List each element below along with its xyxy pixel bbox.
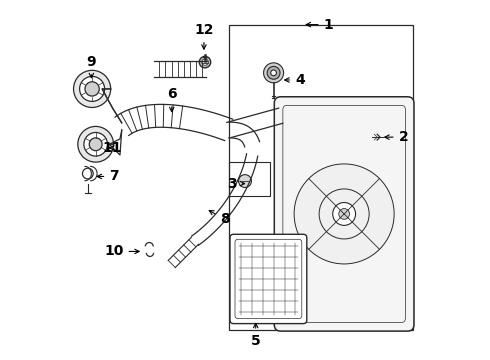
- Text: 7: 7: [97, 170, 119, 184]
- Circle shape: [294, 164, 394, 264]
- Circle shape: [267, 66, 280, 79]
- Text: 4: 4: [285, 73, 305, 87]
- Text: 9: 9: [87, 55, 96, 78]
- Bar: [229, 162, 270, 196]
- Circle shape: [78, 126, 114, 162]
- Circle shape: [74, 70, 111, 108]
- Text: 2: 2: [385, 130, 408, 144]
- Circle shape: [264, 63, 284, 83]
- Text: 8: 8: [209, 211, 230, 226]
- Circle shape: [239, 175, 251, 188]
- Circle shape: [202, 59, 208, 65]
- Circle shape: [82, 168, 93, 179]
- Text: 12: 12: [194, 23, 214, 49]
- Circle shape: [199, 57, 211, 68]
- Circle shape: [339, 208, 349, 219]
- Circle shape: [319, 189, 369, 239]
- FancyBboxPatch shape: [230, 234, 307, 324]
- Circle shape: [333, 203, 356, 225]
- Circle shape: [89, 138, 102, 151]
- Circle shape: [84, 132, 107, 156]
- Text: 10: 10: [104, 244, 139, 258]
- Text: 6: 6: [167, 87, 176, 112]
- FancyBboxPatch shape: [274, 97, 414, 331]
- Circle shape: [270, 70, 276, 76]
- Text: 1: 1: [306, 18, 333, 32]
- Circle shape: [79, 76, 104, 102]
- Circle shape: [85, 82, 99, 96]
- Bar: [229, 24, 413, 330]
- Text: 3: 3: [227, 176, 245, 190]
- Text: 11: 11: [102, 141, 122, 155]
- Text: 5: 5: [251, 323, 261, 348]
